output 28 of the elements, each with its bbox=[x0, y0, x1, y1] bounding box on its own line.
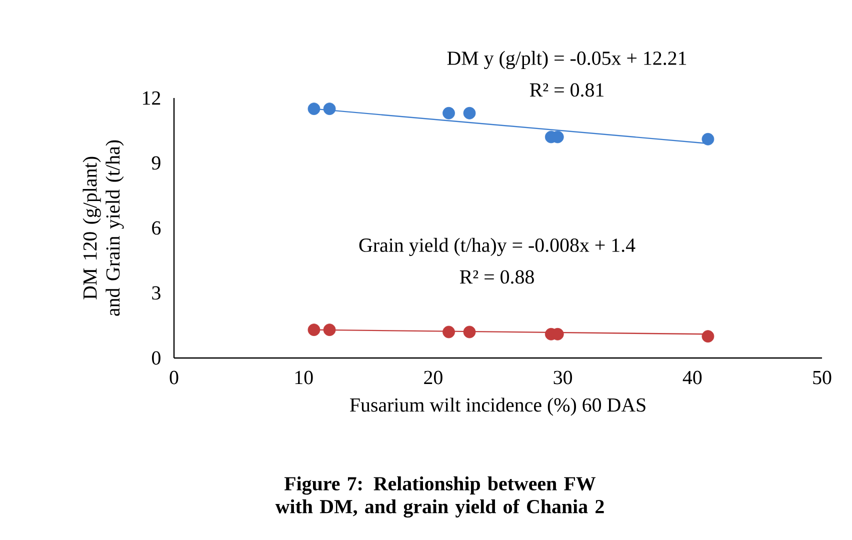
y-tick-label: 3 bbox=[152, 286, 160, 300]
point bbox=[442, 106, 455, 120]
point bbox=[323, 324, 336, 336]
point bbox=[442, 326, 455, 338]
point bbox=[308, 324, 320, 336]
x-tick-label: 0 bbox=[170, 370, 178, 384]
annotation: R² = 0.88 bbox=[460, 270, 534, 284]
y-tick-label: 12 bbox=[143, 91, 160, 105]
point bbox=[463, 326, 476, 338]
annotation: Grain yield (t/ha)y = -0.008x + 1.4 bbox=[359, 238, 636, 256]
x-tick-label: 10 bbox=[295, 370, 313, 384]
point bbox=[702, 330, 714, 343]
y-axis-title: DM 120 (g/plant) and Grain yield (t/ha) bbox=[82, 140, 124, 316]
point bbox=[308, 102, 320, 116]
x-tick-label: 50 bbox=[813, 370, 832, 384]
point bbox=[463, 106, 476, 120]
text: Figure 7: Relationship between FW with DM, and grain yield of Chania 2 bbox=[275, 476, 604, 518]
text: DM y (g/plt) = -0.05x + 12.21 bbox=[447, 50, 686, 70]
x-tick-label: 30 bbox=[554, 370, 572, 384]
text: R² = 0.81 bbox=[530, 83, 604, 97]
point bbox=[323, 102, 336, 116]
x-tick-label: 20 bbox=[424, 370, 442, 384]
y-tick-label: 0 bbox=[152, 351, 160, 365]
point bbox=[702, 132, 714, 146]
y-tick-label: 9 bbox=[152, 156, 160, 170]
y-tick-label: 6 bbox=[152, 221, 161, 235]
x-axis-title: Fusarium wilt incidence (%) 60 DAS bbox=[350, 398, 646, 416]
x-tick-label: 40 bbox=[682, 370, 702, 384]
